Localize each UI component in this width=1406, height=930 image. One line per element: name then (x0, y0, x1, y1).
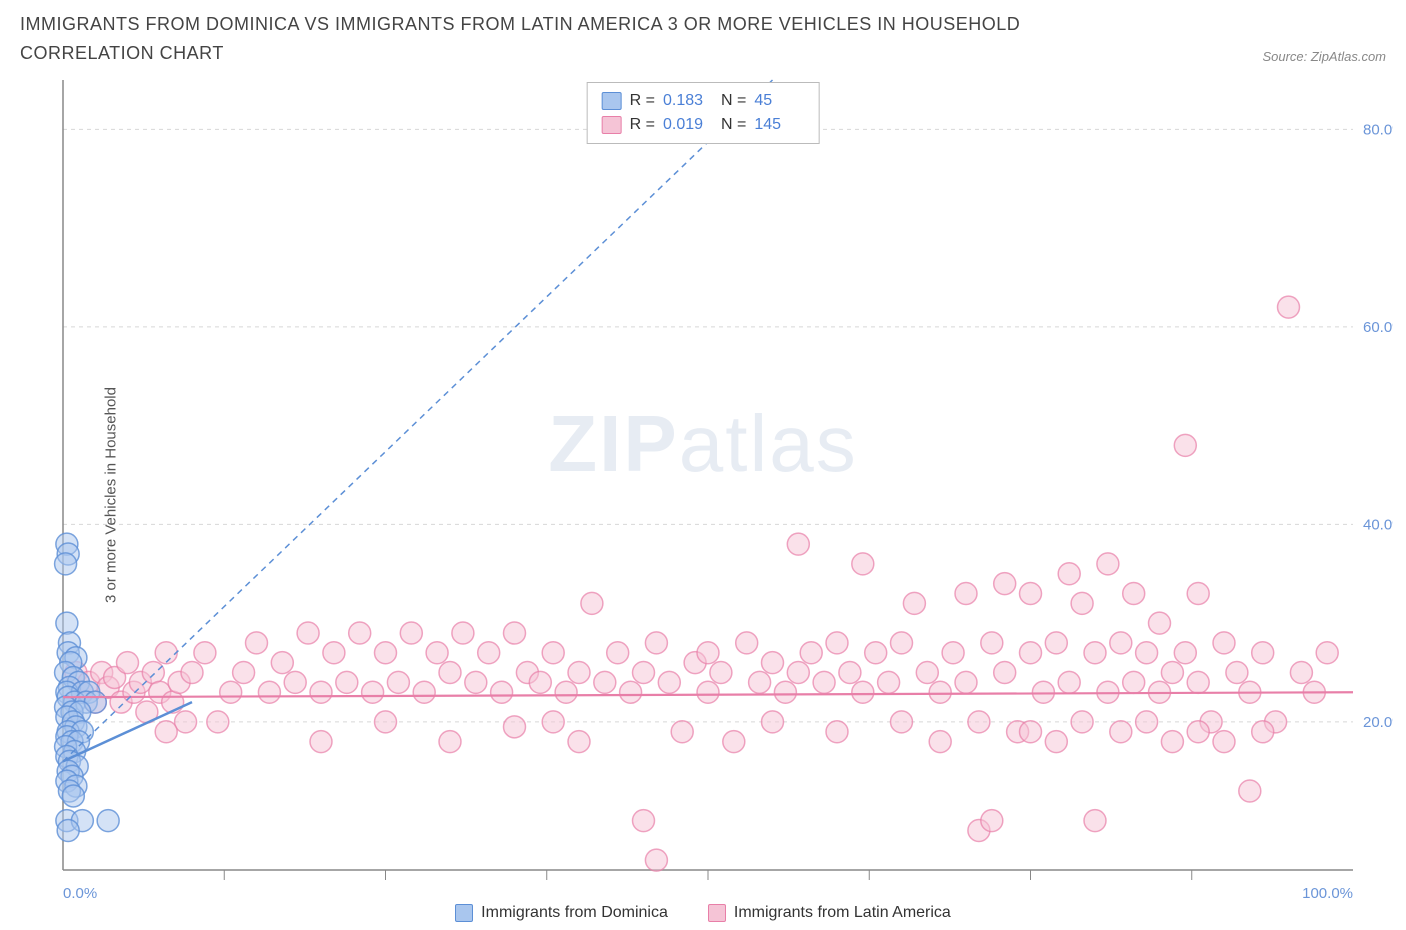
legend-label-a: Immigrants from Dominica (481, 904, 668, 922)
legend-item-a: Immigrants from Dominica (455, 904, 668, 922)
n-label: N = (721, 113, 746, 137)
svg-text:40.0%: 40.0% (1363, 516, 1393, 533)
source-label: Source: ZipAtlas.com (1262, 49, 1386, 68)
series-b-r-value: 0.019 (663, 113, 713, 137)
r-label: R = (630, 113, 655, 137)
series-b-n-value: 145 (754, 113, 804, 137)
legend-swatch-a (455, 904, 473, 922)
svg-text:0.0%: 0.0% (63, 885, 97, 902)
stats-legend-box: R = 0.183 N = 45 R = 0.019 N = 145 (587, 82, 820, 144)
r-label: R = (630, 89, 655, 113)
series-a-n-value: 45 (754, 89, 804, 113)
legend-swatch-b (708, 904, 726, 922)
svg-text:60.0%: 60.0% (1363, 318, 1393, 335)
y-axis-label: 3 or more Vehicles in Household (102, 387, 119, 603)
chart-title: IMMIGRANTS FROM DOMINICA VS IMMIGRANTS F… (20, 10, 1120, 68)
svg-text:20.0%: 20.0% (1363, 713, 1393, 730)
legend-label-b: Immigrants from Latin America (734, 904, 951, 922)
legend-item-b: Immigrants from Latin America (708, 904, 951, 922)
series-a-r-value: 0.183 (663, 89, 713, 113)
series-a-swatch (602, 92, 622, 110)
bottom-legend: Immigrants from Dominica Immigrants from… (13, 904, 1393, 922)
series-b-swatch (602, 116, 622, 134)
n-label: N = (721, 89, 746, 113)
svg-text:80.0%: 80.0% (1363, 121, 1393, 138)
chart-container: 3 or more Vehicles in Household ZIPatlas… (13, 70, 1393, 920)
svg-text:100.0%: 100.0% (1302, 885, 1353, 902)
scatter-chart: 20.0% 40.0% 60.0% 80.0% 0.0% 100.0% (13, 70, 1393, 920)
